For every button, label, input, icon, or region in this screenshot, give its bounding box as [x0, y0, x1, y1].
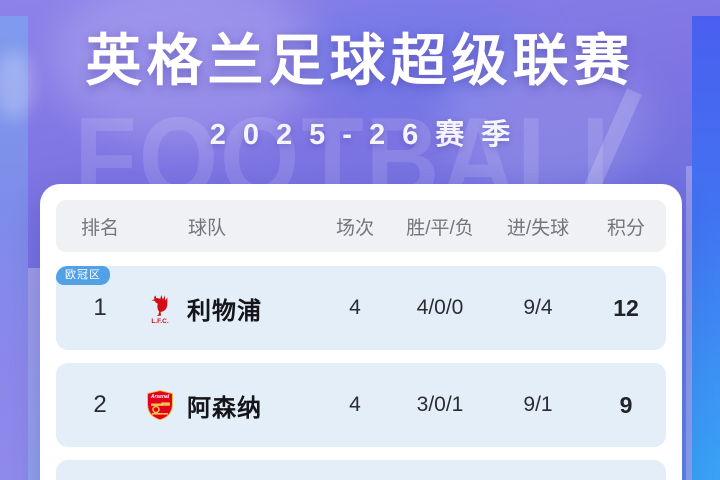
champions-league-zone-badge: 欧冠区: [56, 266, 110, 285]
wdl-cell: 3/0/1: [416, 393, 464, 416]
arsenal-crest-icon: Arsenal: [147, 389, 173, 421]
liverpool-crest-icon: L.F.C.: [151, 295, 169, 324]
bg-side-strip-right: [692, 16, 720, 480]
points-cell: 12: [613, 294, 639, 321]
bg-side-strip-left: [0, 16, 28, 480]
rank-cell: 1: [93, 294, 107, 321]
bg-light-blob: [440, 46, 650, 196]
column-header-points: 积分: [606, 217, 645, 239]
column-header-team: 球队: [188, 217, 227, 239]
team-name: 阿森纳: [187, 394, 262, 422]
points-cell: 9: [619, 391, 633, 418]
bg-light-blob: [50, 0, 320, 146]
table-row[interactable]: 欧冠区 1 L.F.C. 利物浦 4 4/0/0 9/4 12: [56, 266, 666, 350]
bg-dark-blob: [300, 0, 540, 116]
table-header-row: 排名 球队 场次 胜/平/负 进/失球 积分: [56, 200, 666, 252]
bg-light-band-left: [28, 268, 40, 480]
hero-header: 英格兰足球超级联赛 2025-26赛季: [0, 16, 720, 153]
column-header-wdl: 胜/平/负: [406, 217, 474, 239]
table-row[interactable]: 2 Arsenal 阿森纳 4 3/0/1 9/1 9: [56, 363, 666, 447]
league-title: 英格兰足球超级联赛: [85, 29, 635, 92]
rank-cell: 2: [93, 391, 107, 418]
goals-cell: 9/4: [523, 296, 553, 319]
table-row[interactable]: 3 热刺 4 3/0/1 8/1 9: [56, 460, 666, 480]
standings-card: 排名 球队 场次 胜/平/负 进/失球 积分 欧冠区 1 L.F.C. 利物浦 …: [40, 184, 682, 480]
column-header-rank: 排名: [80, 217, 119, 239]
played-cell: 4: [349, 296, 361, 319]
column-header-played: 场次: [335, 217, 374, 239]
svg-text:L.F.C.: L.F.C.: [151, 318, 169, 324]
svg-text:Arsenal: Arsenal: [150, 394, 170, 400]
season-subtitle: 2025-26赛季: [209, 119, 528, 151]
goals-cell: 9/1: [523, 393, 553, 416]
team-name: 利物浦: [187, 297, 262, 325]
wdl-cell: 4/0/0: [416, 296, 464, 319]
column-header-goals: 进/失球: [506, 217, 570, 239]
played-cell: 4: [349, 393, 361, 416]
